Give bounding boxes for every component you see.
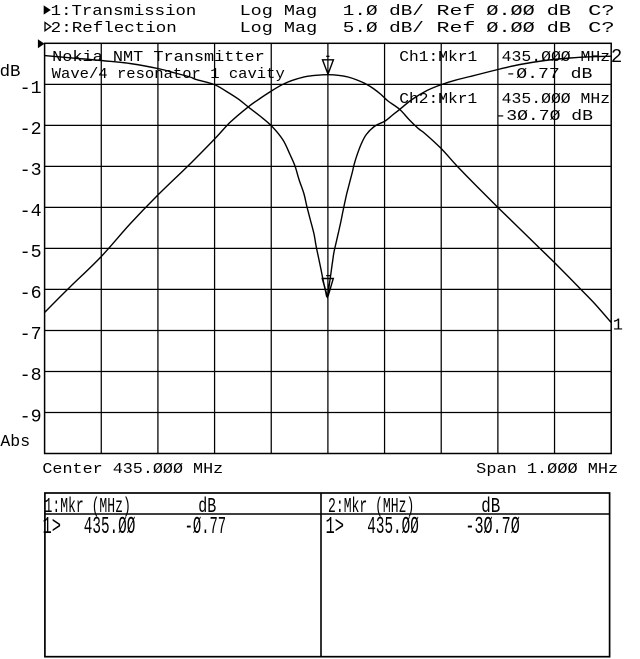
svg-text:2:Mkr (MHz): 2:Mkr (MHz) bbox=[328, 495, 414, 519]
svg-text:Ch1:Mkr1: Ch1:Mkr1 bbox=[399, 49, 477, 66]
svg-text:2: 2 bbox=[611, 46, 622, 68]
svg-text:-3Ø.7Ø dB: -3Ø.7Ø dB bbox=[495, 108, 593, 125]
svg-text:Ref: Ref bbox=[437, 3, 476, 20]
svg-text:1.Ø dB/: 1.Ø dB/ bbox=[343, 3, 424, 20]
svg-text:-7: -7 bbox=[20, 324, 42, 345]
svg-text:1>: 1> bbox=[43, 514, 62, 541]
svg-text:-3: -3 bbox=[20, 160, 42, 181]
svg-text:-5: -5 bbox=[20, 242, 42, 263]
svg-text:Log Mag: Log Mag bbox=[240, 20, 318, 37]
svg-text:-9: -9 bbox=[20, 406, 42, 427]
svg-text:-8: -8 bbox=[20, 365, 42, 386]
svg-text:435.ØØ: 435.ØØ bbox=[84, 514, 136, 541]
svg-text:1>: 1> bbox=[326, 514, 345, 541]
svg-text:Abs: Abs bbox=[0, 433, 30, 452]
svg-text:dB: dB bbox=[198, 495, 216, 519]
svg-text:1:Transmission: 1:Transmission bbox=[51, 3, 197, 20]
svg-text:Span 1.ØØØ MHz: Span 1.ØØØ MHz bbox=[476, 461, 618, 478]
svg-text:435.ØØØ MHz: 435.ØØØ MHz bbox=[502, 49, 610, 66]
svg-text:C?: C? bbox=[588, 3, 615, 20]
svg-text:C?: C? bbox=[588, 20, 615, 37]
svg-text:Ø.ØØ dB: Ø.ØØ dB bbox=[486, 20, 571, 37]
svg-text:Ø.ØØ dB: Ø.ØØ dB bbox=[486, 3, 571, 20]
svg-text:5.Ø dB/: 5.Ø dB/ bbox=[343, 20, 424, 37]
svg-text:-Ø.77: -Ø.77 bbox=[185, 514, 227, 541]
svg-text:Nokia NMT Transmitter: Nokia NMT Transmitter bbox=[52, 49, 265, 66]
svg-text:-6: -6 bbox=[20, 283, 42, 304]
svg-text:435.ØØ: 435.ØØ bbox=[367, 514, 419, 541]
svg-text:-2: -2 bbox=[20, 119, 42, 140]
svg-text:dB: dB bbox=[481, 495, 500, 519]
svg-text:dB: dB bbox=[0, 63, 20, 82]
svg-text:435.ØØØ MHz: 435.ØØØ MHz bbox=[502, 91, 610, 108]
svg-text:-3Ø.7Ø: -3Ø.7Ø bbox=[465, 514, 519, 541]
svg-text:1: 1 bbox=[613, 316, 623, 335]
svg-text:2:Reflection: 2:Reflection bbox=[51, 20, 177, 37]
svg-text:1:Mkr (MHz): 1:Mkr (MHz) bbox=[45, 495, 131, 519]
svg-text:-Ø.77 dB: -Ø.77 dB bbox=[505, 66, 592, 83]
svg-text:-1: -1 bbox=[20, 78, 42, 99]
svg-text:-4: -4 bbox=[20, 201, 42, 222]
svg-text:Center 435.ØØØ MHz: Center 435.ØØØ MHz bbox=[42, 461, 223, 478]
svg-text:Wave/4 resonator 1 cavity: Wave/4 resonator 1 cavity bbox=[52, 66, 285, 83]
svg-text:Log Mag: Log Mag bbox=[240, 3, 318, 20]
svg-text:Ref: Ref bbox=[437, 20, 476, 37]
svg-text:Ch2:Mkr1: Ch2:Mkr1 bbox=[399, 91, 477, 108]
